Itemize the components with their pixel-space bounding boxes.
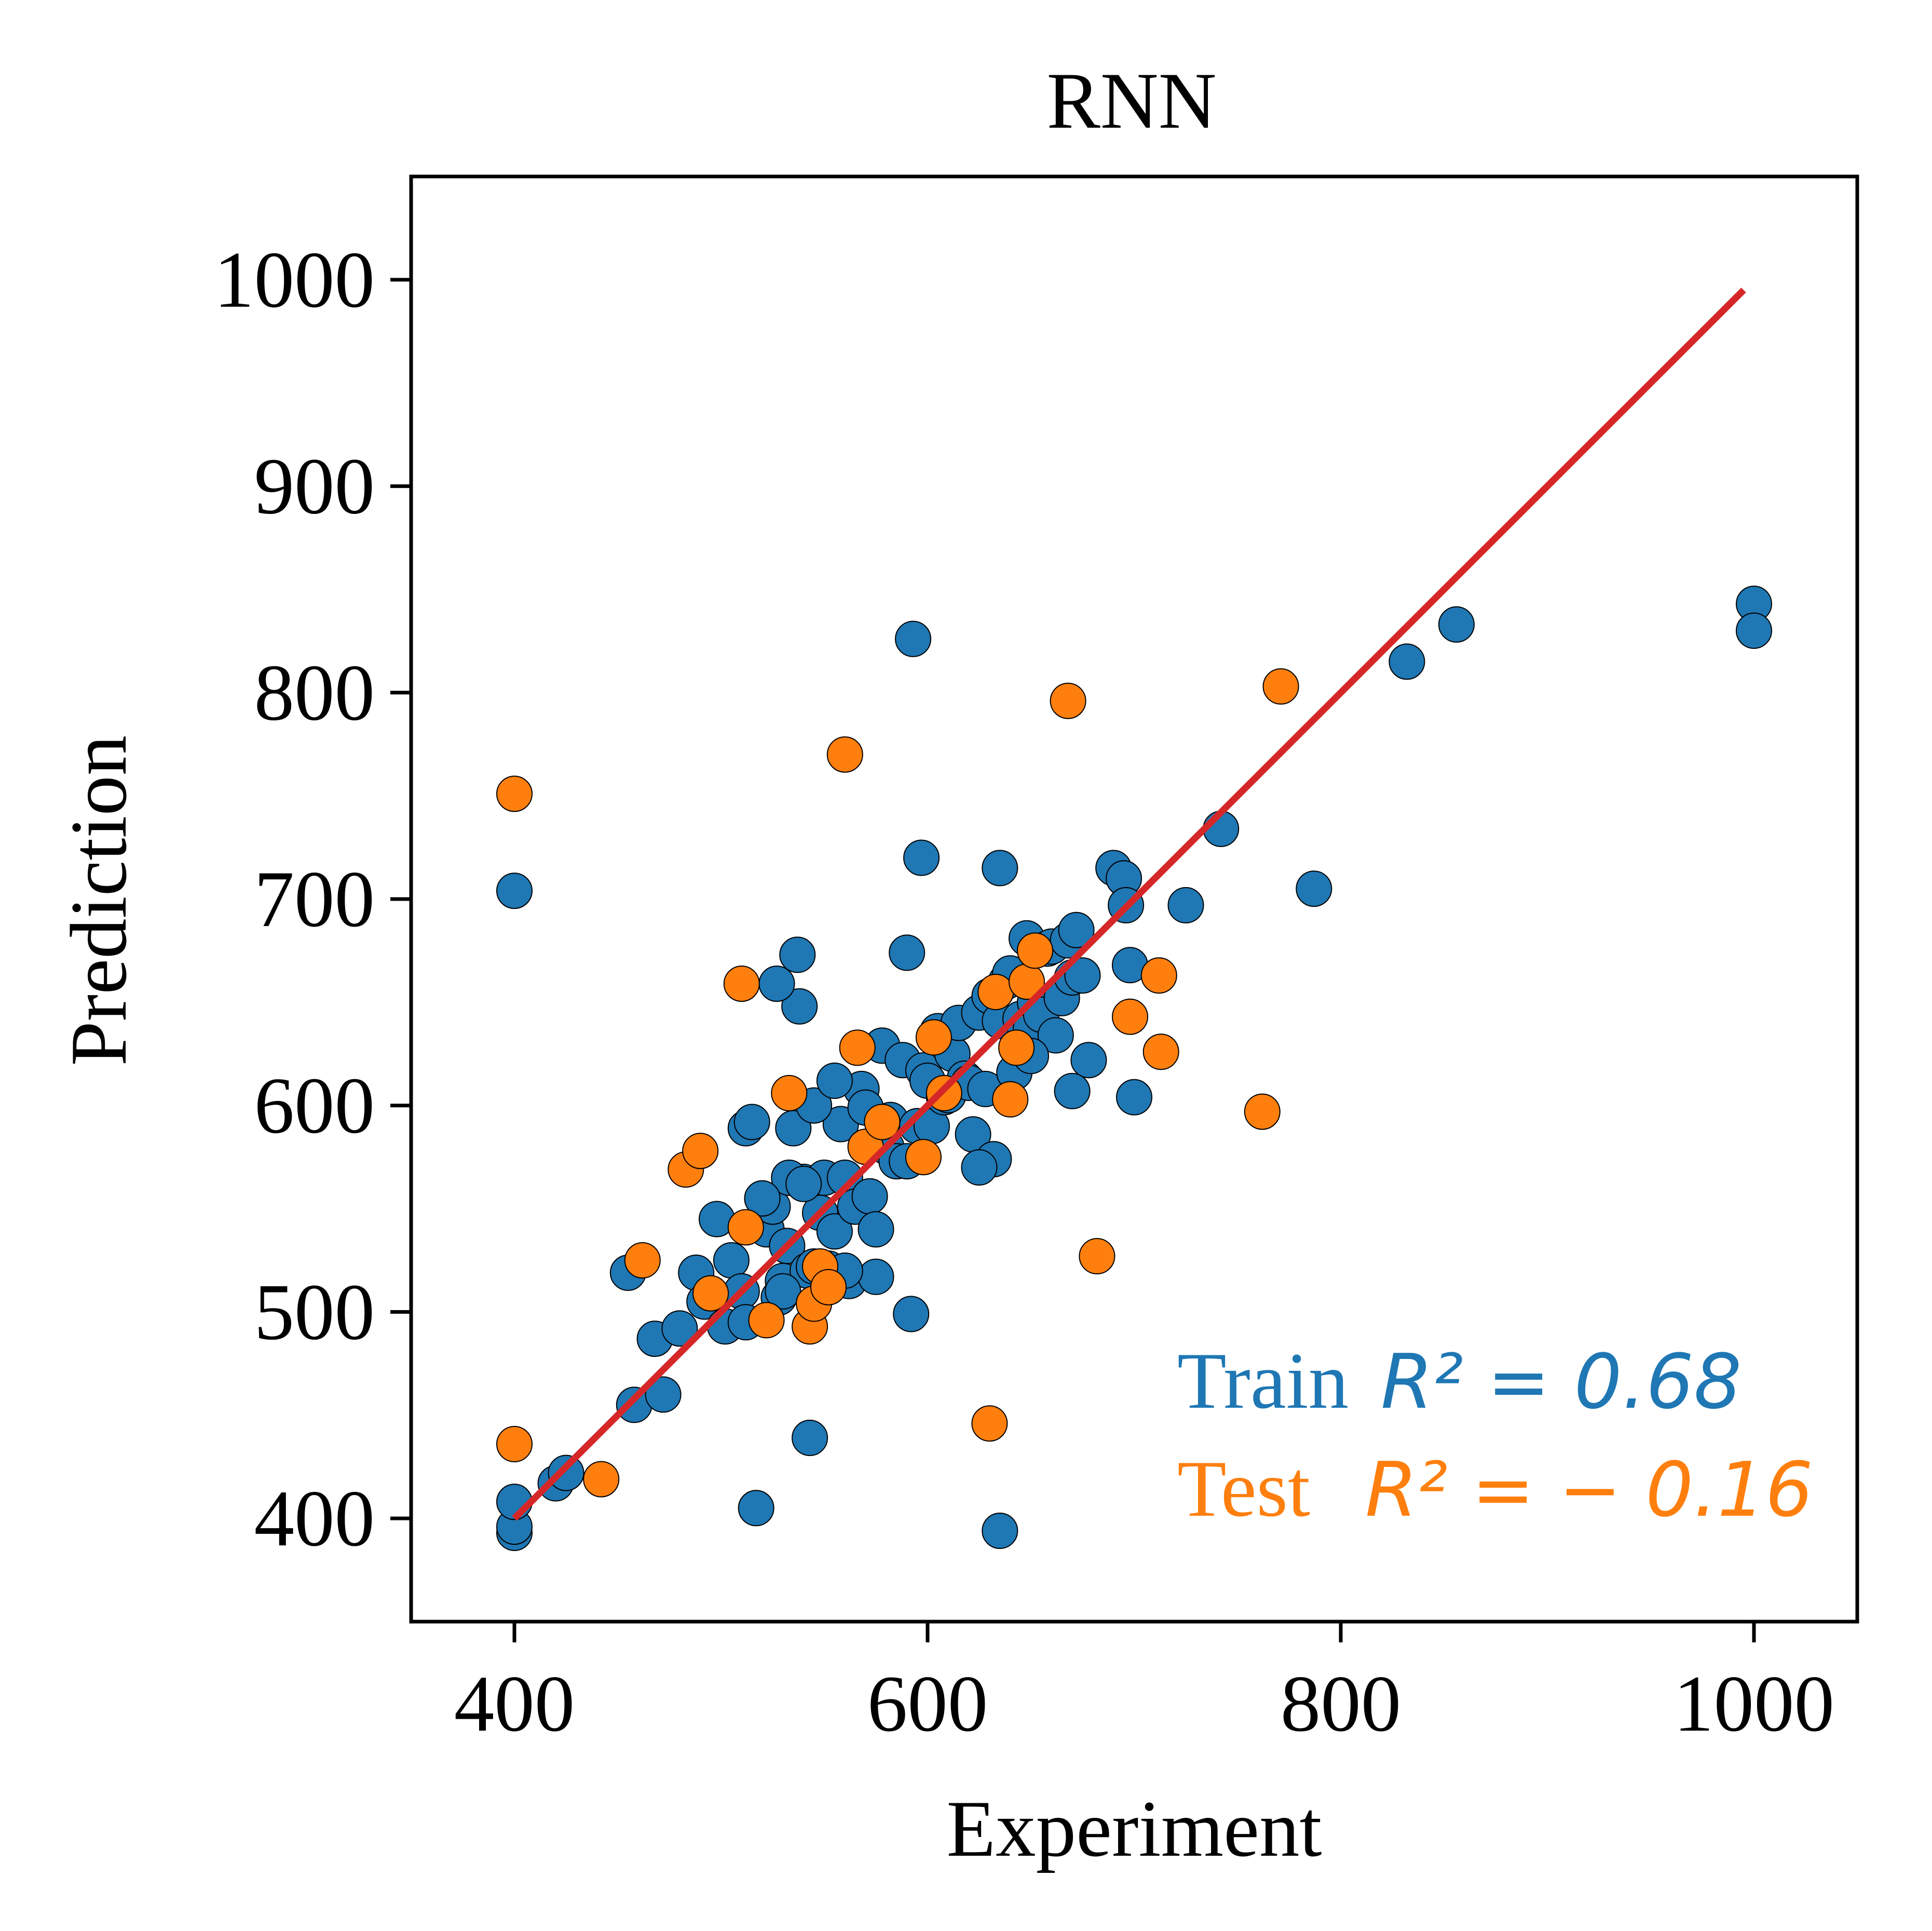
train-point <box>779 936 816 973</box>
test-point <box>723 965 760 1002</box>
y-tick-label: 400 <box>254 1474 375 1563</box>
train-point <box>1389 643 1425 680</box>
train-point <box>733 1104 770 1140</box>
train-point <box>1167 887 1204 923</box>
train-r2-annotation: Train R² = 0.68 <box>1177 1336 1741 1426</box>
test-r2-annotation: Test R² = − 0.16 <box>1177 1444 1813 1534</box>
test-point <box>905 1139 942 1176</box>
test-point <box>992 1081 1029 1118</box>
test-point <box>727 1209 764 1246</box>
x-axis-label: Experiment <box>946 1784 1322 1873</box>
test-point <box>624 1242 661 1279</box>
train-point <box>903 839 940 876</box>
test-point <box>864 1104 901 1140</box>
fit-line <box>512 288 1746 1521</box>
train-point <box>645 1376 682 1413</box>
test-point <box>1262 668 1299 705</box>
x-tick-label: 800 <box>1281 1659 1402 1748</box>
test-r2-value: R² = − 0.16 <box>1365 1446 1813 1534</box>
train-point <box>765 1273 801 1310</box>
train-point <box>661 1310 698 1347</box>
train-point <box>895 620 932 657</box>
train-point <box>1070 1042 1107 1079</box>
test-point <box>1244 1093 1281 1130</box>
train-point <box>893 1296 930 1332</box>
test-point <box>748 1302 785 1339</box>
train-r2-label: Train <box>1177 1336 1349 1425</box>
test-point <box>496 776 533 812</box>
train-point <box>816 1213 853 1250</box>
train-point <box>1736 613 1772 649</box>
train-point <box>851 1178 888 1215</box>
test-point <box>1142 1034 1179 1070</box>
train-r2-value: R² = 0.68 <box>1381 1338 1741 1426</box>
test-point <box>1017 932 1053 969</box>
test-r2-label: Test <box>1177 1444 1310 1533</box>
test-point <box>839 1029 876 1066</box>
test-point <box>977 974 1014 1010</box>
train-point <box>858 1258 894 1295</box>
test-point <box>1112 998 1148 1035</box>
y-tick-label: 600 <box>254 1061 375 1150</box>
train-point <box>1054 1072 1091 1109</box>
train-point <box>1037 1017 1074 1054</box>
train-point <box>781 988 818 1025</box>
test-point <box>1140 957 1177 994</box>
test-point <box>998 1029 1035 1066</box>
y-tick-label: 900 <box>254 442 375 531</box>
test-point <box>915 1019 952 1056</box>
test-point <box>496 1426 533 1462</box>
train-point <box>744 1180 781 1217</box>
train-point <box>982 1513 1018 1549</box>
train-point <box>738 1490 774 1527</box>
train-point <box>548 1454 584 1491</box>
test-point <box>1050 683 1086 719</box>
plot-marks <box>496 586 1772 1551</box>
test-point <box>826 736 863 773</box>
train-point <box>858 1211 894 1248</box>
y-tick-label: 700 <box>254 854 375 944</box>
y-tick-label: 500 <box>254 1267 375 1356</box>
train-point <box>713 1242 750 1279</box>
train-point <box>792 1420 828 1456</box>
y-tick-label: 800 <box>254 648 375 737</box>
train-point <box>816 1063 853 1099</box>
test-point <box>583 1461 620 1498</box>
chart-title: RNN <box>1046 56 1216 145</box>
test-point <box>692 1275 729 1312</box>
train-point <box>889 934 926 971</box>
y-axis-label: Prediction <box>54 735 143 1066</box>
axis-ticks: 400 600 800 1000 400 500 600 700 800 900 1000 <box>214 235 1834 1748</box>
train-point <box>785 1165 822 1202</box>
train-point <box>1058 912 1095 948</box>
x-tick-label: 1000 <box>1674 1659 1834 1748</box>
test-point <box>810 1269 847 1306</box>
test-point <box>682 1133 719 1170</box>
train-point <box>1438 606 1475 643</box>
test-point <box>771 1075 808 1111</box>
train-point <box>758 965 795 1002</box>
train-point <box>1116 1079 1152 1116</box>
x-tick-label: 400 <box>454 1659 575 1748</box>
y-tick-label: 1000 <box>214 235 375 324</box>
test-point <box>971 1405 1008 1442</box>
fit-line-layer <box>512 288 1746 1521</box>
x-tick-label: 600 <box>867 1659 988 1748</box>
train-point <box>1064 957 1101 994</box>
train-point <box>982 850 1018 887</box>
train-point <box>961 1149 998 1186</box>
test-point <box>1079 1238 1115 1274</box>
train-point <box>1296 871 1332 907</box>
train-point <box>496 873 533 909</box>
